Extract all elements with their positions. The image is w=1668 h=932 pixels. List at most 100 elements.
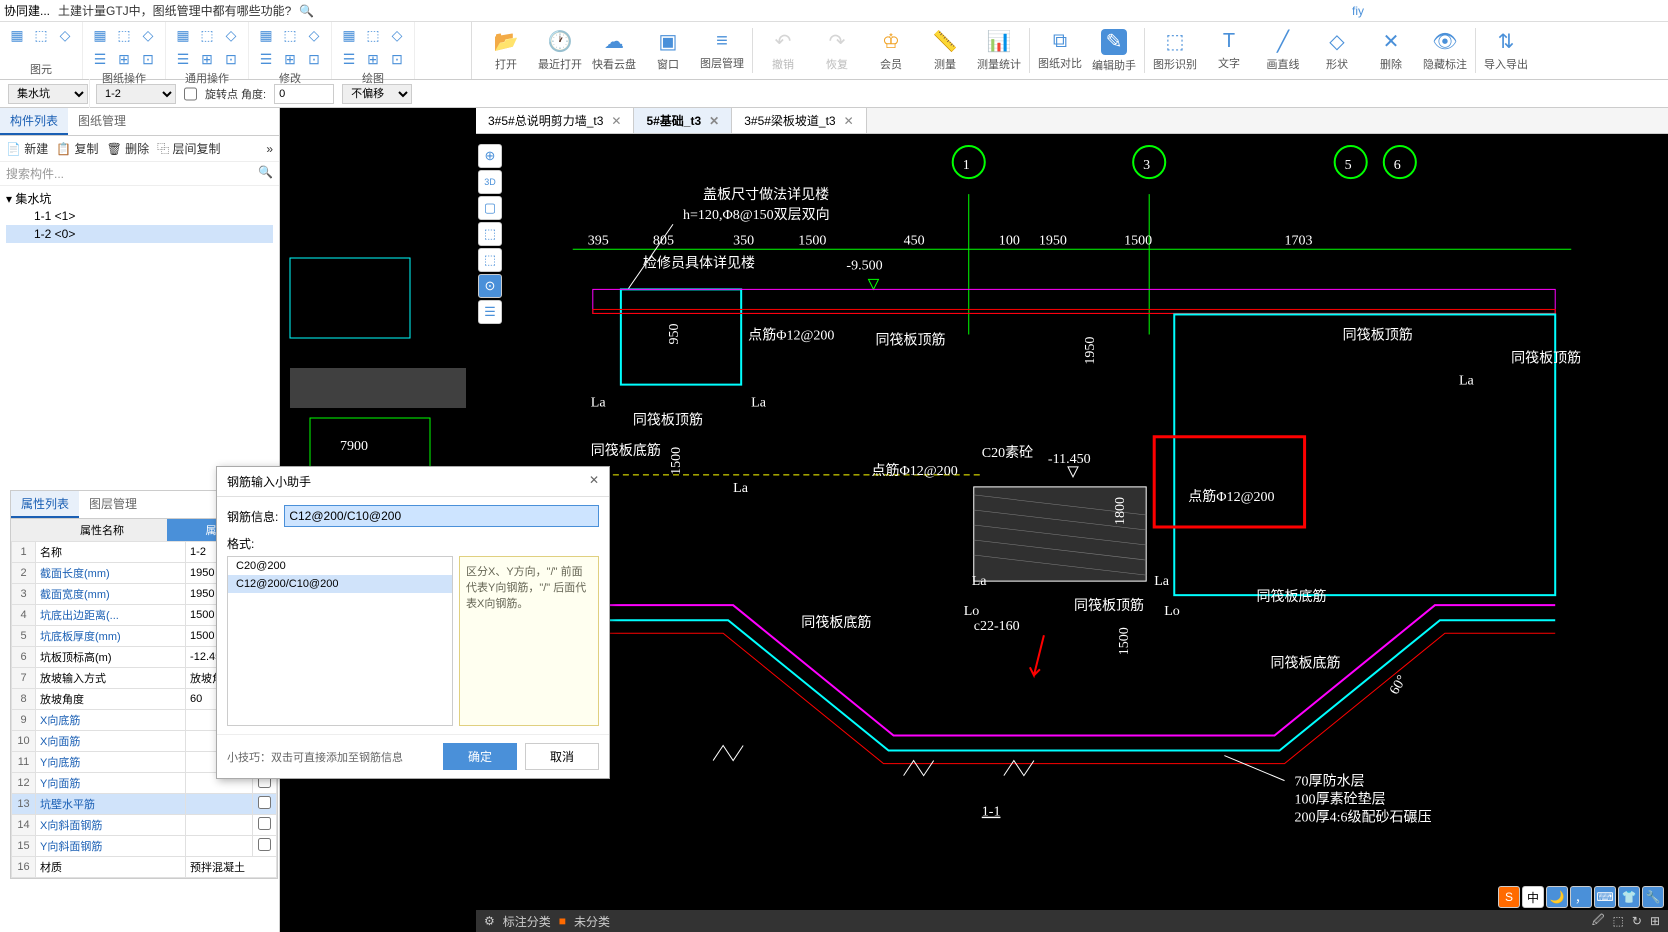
panel-bar-item[interactable]: 🗑 删除 [107, 140, 150, 157]
document-tab[interactable]: 3#5#梁板坡道_t3✕ [732, 108, 866, 133]
close-icon[interactable]: ✕ [589, 473, 599, 490]
tab-close-icon[interactable]: ✕ [844, 114, 854, 128]
status-icon[interactable]: ⚙ [484, 914, 495, 928]
toolbar-会员-button[interactable]: ♔会员 [865, 24, 917, 77]
toolbar-small-icon[interactable]: ▦ [172, 24, 194, 46]
toolbar-small-icon[interactable]: ▦ [255, 24, 277, 46]
tab-close-icon[interactable]: ✕ [709, 114, 719, 128]
cancel-button[interactable]: 取消 [525, 743, 599, 770]
toolbar-编辑助手-button[interactable]: ✎编辑助手 [1088, 24, 1140, 77]
toolbar-画直线-button[interactable]: ╱画直线 [1257, 24, 1309, 77]
tab-component-list[interactable]: 构件列表 [0, 108, 68, 135]
toolbar-small-icon[interactable]: ⬚ [113, 24, 135, 46]
tab-drawing-mgmt[interactable]: 图纸管理 [68, 108, 136, 135]
tree-parent[interactable]: ▾ 集水坑 [6, 190, 273, 207]
toolbar-small-icon[interactable]: ⊞ [362, 48, 384, 70]
prop-checkbox[interactable] [258, 838, 271, 851]
status-tool-icon[interactable]: ⬚ [1613, 914, 1624, 928]
toolbar-导入导出-button[interactable]: ⇅导入导出 [1480, 24, 1532, 77]
toolbar-small-icon[interactable]: ▦ [6, 24, 28, 46]
toolbar-small-icon[interactable]: ◇ [54, 24, 76, 46]
toolbar-small-icon[interactable]: ⬚ [362, 24, 384, 46]
toolbar-small-icon[interactable]: ⬚ [30, 24, 52, 46]
component-type-select[interactable]: 集水坑 [8, 84, 88, 104]
tab-properties[interactable]: 属性列表 [11, 491, 79, 518]
toolbar-图层管理-button[interactable]: ≡图层管理 [696, 24, 748, 77]
toolbar-small-icon[interactable]: ⬚ [279, 24, 301, 46]
component-instance-select[interactable]: 1-2 [96, 84, 176, 104]
toolbar-small-icon[interactable]: ▦ [338, 24, 360, 46]
prop-checkbox[interactable] [258, 796, 271, 809]
search-small-icon[interactable]: 🔍 [299, 4, 314, 18]
toolbar-快看云盘-button[interactable]: ☁快看云盘 [588, 24, 640, 77]
vp-tool-list[interactable]: ☰ [478, 300, 502, 324]
rotate-checkbox[interactable] [184, 84, 197, 104]
toolbar-small-icon[interactable]: ⊞ [279, 48, 301, 70]
toolbar-测量统计-button[interactable]: 📊测量统计 [973, 24, 1025, 77]
vp-tool-select[interactable]: ⬚ [478, 248, 502, 272]
toolbar-文字-button[interactable]: T文字 [1203, 24, 1255, 77]
prop-value-cell[interactable] [186, 815, 253, 836]
tab-layers[interactable]: 图层管理 [79, 491, 147, 518]
status-tool-icon[interactable]: ↻ [1632, 914, 1642, 928]
vp-tool-box[interactable]: ⬚ [478, 222, 502, 246]
toolbar-small-icon[interactable]: ⊞ [196, 48, 218, 70]
ime-shirt-icon[interactable]: 👕 [1618, 886, 1640, 908]
status-tool-icon[interactable]: 🖉 [1592, 911, 1605, 932]
panel-bar-item[interactable]: ⿻ 层间复制 [157, 140, 220, 157]
status-tool-icon[interactable]: ⊞ [1650, 914, 1660, 928]
toolbar-最近打开-button[interactable]: 🕐最近打开 [534, 24, 586, 77]
ime-keyboard-icon[interactable]: ⌨ [1594, 886, 1616, 908]
toolbar-small-icon[interactable]: ⊡ [137, 48, 159, 70]
toolbar-撤销-button[interactable]: ↶撤销 [757, 24, 809, 77]
format-list-item[interactable]: C20@200 [228, 557, 452, 575]
vp-tool-globe[interactable]: ⊕ [478, 144, 502, 168]
prop-checkbox[interactable] [258, 817, 271, 830]
ime-wrench-icon[interactable]: 🔧 [1642, 886, 1664, 908]
vp-tool-target[interactable]: ⊙ [478, 274, 502, 298]
toolbar-small-icon[interactable]: ☰ [338, 48, 360, 70]
toolbar-打开-button[interactable]: 📂打开 [480, 24, 532, 77]
panel-bar-item[interactable]: 📋 复制 [56, 140, 98, 157]
ok-button[interactable]: 确定 [443, 743, 517, 770]
offset-select[interactable]: 不偏移 [342, 84, 412, 104]
toolbar-small-icon[interactable]: ⊞ [113, 48, 135, 70]
ime-lang-icon[interactable]: 中 [1522, 886, 1544, 908]
toolbar-small-icon[interactable]: ☰ [172, 48, 194, 70]
user-label[interactable]: fiy [1352, 4, 1364, 18]
toolbar-形状-button[interactable]: ◇形状 [1311, 24, 1363, 77]
toolbar-small-icon[interactable]: ⊡ [386, 48, 408, 70]
prop-value-cell[interactable] [186, 794, 253, 815]
tab-close-icon[interactable]: ✕ [611, 114, 621, 128]
toolbar-图形识别-button[interactable]: ⬚图形识别 [1149, 24, 1201, 77]
main-viewport[interactable]: ⊕ 3D ▢ ⬚ ⬚ ⊙ ☰ 1356 39580535015004501001… [476, 134, 1668, 932]
toolbar-small-icon[interactable]: ▦ [89, 24, 111, 46]
toolbar-恢复-button[interactable]: ↷恢复 [811, 24, 863, 77]
toolbar-small-icon[interactable]: ⬚ [196, 24, 218, 46]
document-tab[interactable]: 3#5#总说明剪力墙_t3✕ [476, 108, 634, 133]
toolbar-small-icon[interactable]: ☰ [255, 48, 277, 70]
toolbar-删除-button[interactable]: ✕删除 [1365, 24, 1417, 77]
toolbar-测量-button[interactable]: 📏测量 [919, 24, 971, 77]
format-list[interactable]: C20@200C12@200/C10@200 [227, 556, 453, 726]
prop-value-cell[interactable] [186, 836, 253, 857]
toolbar-隐藏标注-button[interactable]: 👁隐藏标注 [1419, 24, 1471, 77]
document-tab[interactable]: 5#基础_t3✕ [634, 108, 732, 133]
status-value[interactable]: 未分类 [574, 913, 610, 930]
toolbar-small-icon[interactable]: ☰ [89, 48, 111, 70]
toolbar-small-icon[interactable]: ◇ [303, 24, 325, 46]
panel-bar-item[interactable]: 📄 新建 [6, 140, 48, 157]
ime-sogou-icon[interactable]: S [1498, 886, 1520, 908]
toolbar-图纸对比-button[interactable]: ⧉图纸对比 [1034, 24, 1086, 77]
rotate-input[interactable] [274, 84, 334, 104]
vp-tool-square[interactable]: ▢ [478, 196, 502, 220]
ime-punct-icon[interactable]: ， [1570, 886, 1592, 908]
toolbar-small-icon[interactable]: ◇ [137, 24, 159, 46]
toolbar-窗口-button[interactable]: ▣窗口 [642, 24, 694, 77]
vp-tool-3d[interactable]: 3D [478, 170, 502, 194]
tree-item[interactable]: 1-2 <0> [6, 225, 273, 243]
component-search[interactable]: 搜索构件...🔍 [0, 162, 279, 186]
tree-item[interactable]: 1-1 <1> [6, 207, 273, 225]
rebar-info-input[interactable] [284, 505, 599, 527]
toolbar-small-icon[interactable]: ◇ [220, 24, 242, 46]
